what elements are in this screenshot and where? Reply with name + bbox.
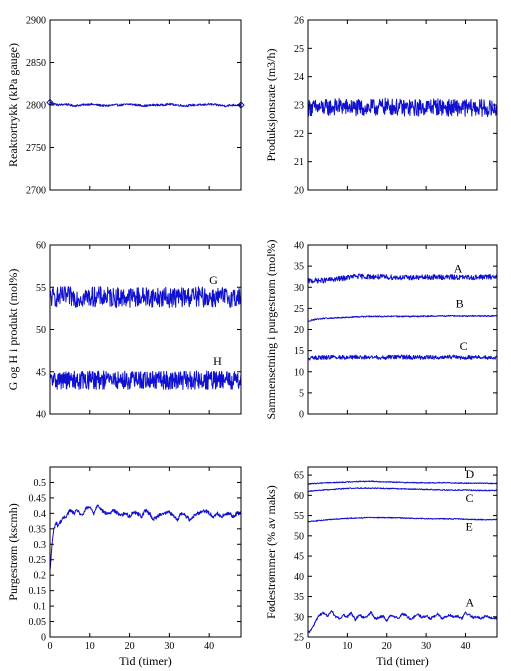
series-label: E [466, 520, 473, 534]
ytick-label: 50 [36, 325, 46, 336]
series-line-4-2 [307, 314, 498, 322]
ytick-label: 0.05 [29, 617, 47, 628]
chart-panel-5: 0 0.05 0.1 0.15 0.2 0.25 0.3 0.35 0.4 0.45 0.5 0 10 2… [6, 466, 242, 668]
ytick-label: 2800 [26, 101, 46, 112]
y-axis-label: Fødestrømmer (% av maks) [264, 485, 278, 619]
ytick-label: 45 [36, 367, 46, 378]
series-label: A [454, 261, 463, 275]
ytick-label: 2850 [26, 58, 46, 69]
xtick-label: 40 [461, 641, 471, 652]
ytick-label: 0 [41, 633, 46, 644]
ytick-label: 35 [294, 262, 304, 273]
series-label: G [209, 273, 218, 287]
y-axis-label: Purgestrøm (kscmh) [6, 503, 20, 600]
series-line-6-2 [307, 487, 498, 493]
xtick-label: 0 [306, 641, 311, 652]
series-line-3-1 [49, 286, 242, 309]
series-label: C [460, 339, 468, 353]
ytick-label: 60 [36, 241, 46, 252]
ytick-label: 24 [294, 72, 304, 83]
ytick-label: 10 [294, 367, 304, 378]
ytick-label: 0.1 [34, 602, 47, 613]
chart-panel-3: G H 40 45 50 55 60 G og H i produkt (mol%) [6, 241, 242, 421]
xtick-label: 20 [382, 641, 392, 652]
ytick-label: 30 [294, 612, 304, 623]
x-axis-label: Tid (timer) [119, 654, 172, 668]
ytick-label: 0.45 [29, 493, 47, 504]
series-label: H [213, 354, 222, 368]
ytick-label: 40 [294, 572, 304, 583]
series-line-6-4 [307, 610, 498, 633]
ytick-label: 0.2 [34, 571, 47, 582]
ytick-label: 25 [294, 304, 304, 315]
y-axis-label: G og H i produkt (mol%) [6, 269, 20, 391]
ytick-label: 25 [294, 633, 304, 644]
xtick-label: 30 [164, 641, 174, 652]
chart-panel-1: 2700 2750 2800 2850 2900 Reaktortrykk (kPa ga… [6, 16, 245, 197]
y-axis-label: Produksjonsrate (m3/h) [264, 49, 278, 162]
ytick-label: 55 [294, 511, 304, 522]
ytick-label: 20 [294, 325, 304, 336]
ytick-label: 20 [294, 186, 304, 197]
ytick-label: 2900 [26, 16, 46, 27]
ytick-label: 40 [294, 241, 304, 252]
xtick-label: 10 [342, 641, 352, 652]
series-marker [46, 98, 54, 107]
plot-frame [49, 466, 242, 638]
xtick-label: 30 [421, 641, 431, 652]
ytick-label: 55 [36, 283, 46, 294]
ytick-label: 21 [294, 157, 304, 168]
series-line-6-1 [307, 480, 498, 485]
xtick-label: 40 [204, 641, 214, 652]
series-label: A [466, 596, 475, 610]
ytick-label: 25 [294, 44, 304, 55]
ytick-label: 50 [294, 531, 304, 542]
ytick-label: 60 [294, 491, 304, 502]
xtick-label: 10 [85, 641, 95, 652]
plot-frame [307, 466, 498, 638]
series-line-4-3 [307, 354, 498, 361]
series-line-6-3 [307, 516, 498, 523]
xtick-label: 0 [48, 641, 53, 652]
series-line-1-1 [49, 101, 242, 108]
ytick-label: 0.5 [34, 478, 47, 489]
chart-panel-6: DC E A 25 30 35 40 45 50 55 60 65 0 10 20 30 40 Fødestrøm… [264, 466, 498, 668]
ytick-label: 45 [294, 552, 304, 563]
ytick-label: 15 [294, 346, 304, 357]
ytick-label: 0.15 [29, 586, 47, 597]
xtick-label: 20 [125, 641, 135, 652]
ytick-label: 65 [294, 471, 304, 482]
ytick-label: 0.4 [34, 509, 47, 520]
ytick-label: 35 [294, 592, 304, 603]
ytick-label: 26 [294, 16, 304, 27]
chart-panel-2: 20 21 22 23 24 25 26 Produksjonsrate (m3/h) [264, 16, 498, 197]
y-axis-label: Reaktortrykk (kPa gauge) [6, 43, 20, 167]
plot-frame [307, 244, 498, 415]
ytick-label: 0.3 [34, 540, 47, 551]
series-line-5-1 [49, 504, 242, 571]
ytick-label: 5 [299, 388, 304, 399]
ytick-label: 0.35 [29, 524, 47, 535]
ytick-label: 2700 [26, 186, 46, 197]
series-line-2-1 [307, 97, 498, 118]
series-line-4-1 [307, 273, 498, 284]
y-axis-label: Sammensetning i purgestrøm (mol%) [264, 239, 278, 419]
series-label: B [456, 297, 464, 311]
chart-panel-4: A B C 0 5 10 15 20 25 30 35 40 Sammensetning i purge… [264, 239, 498, 421]
x-axis-label: Tid (timer) [376, 654, 429, 668]
series-label: D [466, 467, 475, 481]
series-marker [237, 101, 245, 109]
ytick-label: 23 [294, 101, 304, 112]
series-label: C [466, 491, 474, 505]
ytick-label: 0 [299, 410, 304, 421]
ytick-label: 40 [36, 410, 46, 421]
ytick-label: 2750 [26, 143, 46, 154]
ytick-label: 22 [294, 129, 304, 140]
ytick-label: 30 [294, 283, 304, 294]
ytick-label: 0.25 [29, 555, 47, 566]
series-line-3-2 [49, 370, 242, 390]
